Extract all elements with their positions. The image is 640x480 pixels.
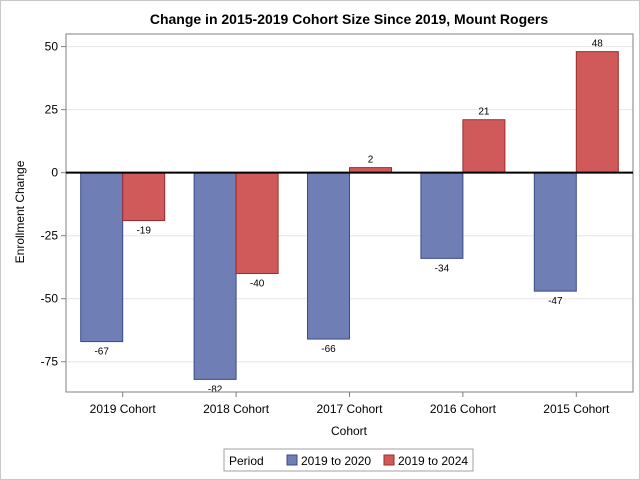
y-tick-label: -25 bbox=[41, 229, 59, 243]
x-axis-label: Cohort bbox=[331, 424, 368, 438]
legend-swatch-2019-to-2024 bbox=[383, 454, 395, 466]
x-tick-label-2019-cohort: 2019 Cohort bbox=[90, 402, 157, 416]
legend-title: Period bbox=[229, 454, 264, 468]
data-label-2019-to-2024-2018-cohort: -40 bbox=[250, 279, 265, 290]
legend-label-2019-to-2020: 2019 to 2020 bbox=[301, 454, 371, 468]
data-label-2019-to-2020-2017-cohort: -66 bbox=[321, 344, 336, 355]
bar-2019-to-2020-2017-cohort bbox=[307, 172, 350, 340]
legend-label-2019-to-2024: 2019 to 2024 bbox=[398, 454, 468, 468]
x-axis-ticks: 2019 Cohort 2018 Cohort 2017 Cohort 2016 Co… bbox=[90, 392, 610, 416]
bars bbox=[80, 51, 619, 380]
y-tick-label: 0 bbox=[51, 166, 58, 180]
y-tick-label: 25 bbox=[45, 103, 59, 117]
x-tick-label-2016-cohort: 2016 Cohort bbox=[430, 402, 497, 416]
y-axis-ticks: 50 25 0 -25 -50 -75 bbox=[41, 40, 66, 369]
data-label-2019-to-2020-2016-cohort: -34 bbox=[435, 263, 450, 274]
data-label-2019-to-2024-2016-cohort: 21 bbox=[478, 107, 490, 118]
bar-2019-to-2024-2018-cohort bbox=[235, 172, 279, 275]
legend-box bbox=[223, 448, 474, 472]
y-tick-label: -75 bbox=[41, 355, 59, 369]
bar-2019-to-2020-2018-cohort bbox=[193, 172, 237, 380]
chart-title: Change in 2015-2019 Cohort Size Since 20… bbox=[150, 11, 549, 27]
x-tick-label-2017-cohort: 2017 Cohort bbox=[316, 402, 383, 416]
plot-area-border bbox=[65, 33, 634, 393]
data-label-2019-to-2024-2015-cohort: 48 bbox=[592, 39, 604, 50]
data-label-2019-to-2024-2019-cohort: -19 bbox=[136, 226, 151, 237]
y-axis-label: Enrollment Change bbox=[13, 160, 27, 263]
data-label-2019-to-2024-2017-cohort: 2 bbox=[368, 155, 374, 166]
x-tick-label-2018-cohort: 2018 Cohort bbox=[203, 402, 270, 416]
bar-2019-to-2020-2019-cohort bbox=[80, 172, 124, 343]
y-tick-label: 50 bbox=[45, 40, 59, 54]
data-label-2019-to-2020-2018-cohort: -82 bbox=[208, 384, 223, 395]
bar-2019-to-2024-2019-cohort bbox=[122, 172, 166, 222]
bar-2019-to-2024-2016-cohort bbox=[462, 119, 506, 174]
legend: Period 2019 to 2020 2019 to 2024 bbox=[223, 448, 474, 472]
bar-2019-to-2020-2016-cohort bbox=[420, 172, 464, 259]
legend-swatch-2019-to-2020 bbox=[286, 454, 298, 466]
x-tick-label-2015-cohort: 2015 Cohort bbox=[543, 402, 610, 416]
y-tick-label: -50 bbox=[41, 292, 59, 306]
data-label-2019-to-2020-2015-cohort: -47 bbox=[548, 296, 563, 307]
bar-2019-to-2024-2015-cohort bbox=[575, 51, 619, 174]
data-label-2019-to-2020-2019-cohort: -67 bbox=[94, 347, 109, 358]
bar-2019-to-2020-2015-cohort bbox=[533, 172, 577, 292]
data-labels: -67 -19 -82 -40 -66 2 -34 21 -47 48 bbox=[94, 39, 603, 396]
